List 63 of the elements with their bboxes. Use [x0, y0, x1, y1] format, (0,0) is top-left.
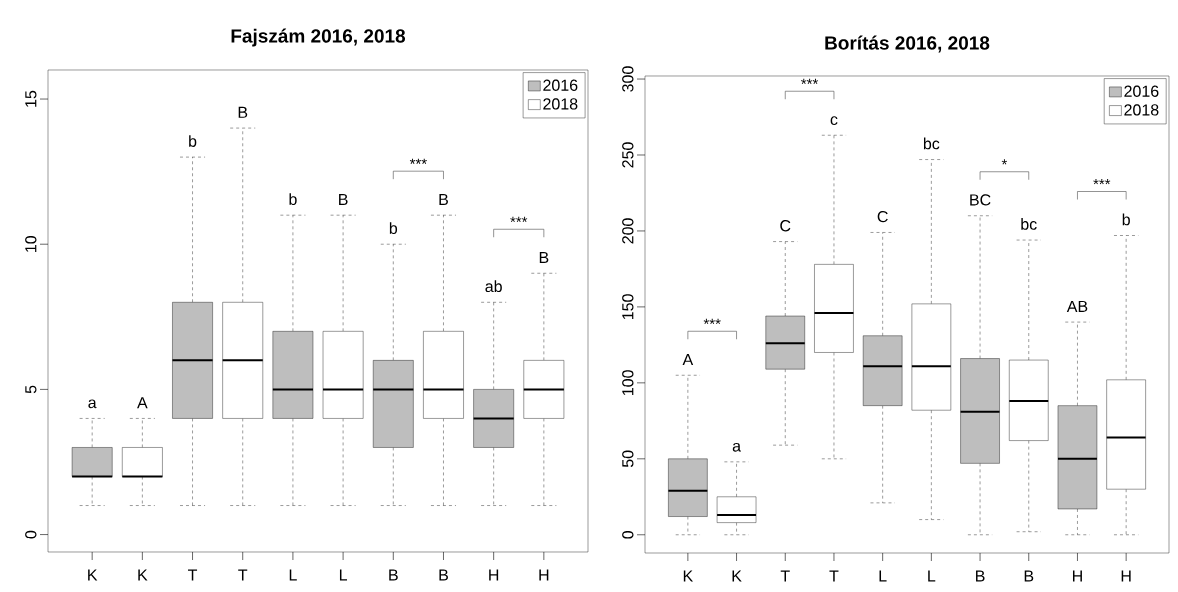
annotation: B	[238, 106, 248, 118]
x-tick-label: H	[489, 569, 499, 581]
annotation: A	[137, 397, 148, 409]
annotation: b	[389, 222, 398, 235]
annotation: AB	[1066, 300, 1088, 312]
annotation: c	[830, 116, 838, 126]
annotation: a	[88, 399, 97, 409]
y-tick-label: 0	[622, 530, 634, 539]
x-tick-label: T	[238, 569, 248, 581]
annotation: ***	[510, 216, 528, 222]
x-tick-label: B	[976, 570, 985, 582]
annotation: a	[732, 442, 741, 452]
chart-title: Fajszám 2016, 2018	[231, 28, 406, 47]
legend-label: 2018	[1124, 104, 1159, 116]
annotation: ***	[1093, 178, 1111, 185]
annotation: B	[539, 252, 549, 264]
x-tick-label: T	[188, 569, 198, 581]
annotation: B	[339, 193, 348, 205]
x-tick-label: H	[1121, 570, 1131, 582]
legend-label: 2016	[543, 79, 578, 91]
y-tick-label: 300	[622, 66, 634, 92]
annotation: C	[780, 220, 791, 232]
annotation: b	[1122, 213, 1130, 226]
annotation: b	[289, 193, 297, 205]
annotation: b	[189, 135, 197, 147]
annotation: A	[682, 354, 694, 366]
x-tick-label: T	[829, 570, 839, 582]
y-tick-label: 0	[25, 530, 37, 539]
y-tick-label: 200	[622, 218, 634, 244]
x-tick-label: K	[138, 569, 148, 581]
x-tick-label: K	[732, 570, 742, 582]
y-tick-label: 5	[25, 385, 37, 394]
y-tick-label: 150	[622, 294, 634, 320]
x-tick-label: L	[339, 569, 348, 581]
x-tick-label: B	[439, 569, 448, 581]
x-tick-label: H	[539, 569, 549, 581]
x-tick-label: K	[88, 569, 98, 581]
annotation: ***	[801, 78, 819, 84]
annotation: ab	[485, 280, 502, 293]
x-tick-label: L	[289, 569, 297, 581]
annotation: bc	[1021, 218, 1037, 230]
x-tick-label: L	[879, 570, 887, 582]
annotation: *	[1001, 159, 1008, 165]
annotation: bc	[923, 137, 940, 150]
annotation: ***	[703, 318, 721, 325]
x-tick-label: B	[389, 569, 398, 581]
x-tick-label: T	[780, 570, 790, 582]
annotation: B	[439, 193, 448, 205]
y-tick-label: 15	[25, 90, 37, 107]
annotation: BC	[970, 194, 991, 206]
annotation: C	[877, 210, 888, 223]
x-tick-label: K	[683, 570, 694, 582]
y-tick-label: 250	[622, 142, 634, 168]
y-tick-label: 50	[622, 450, 634, 468]
chart-title: Borítás 2016, 2018	[825, 35, 990, 53]
legend-label: 2016	[1124, 85, 1159, 97]
y-tick-label: 100	[622, 370, 634, 395]
x-tick-label: L	[928, 570, 936, 582]
y-tick-label: 10	[25, 235, 37, 252]
x-tick-label: H	[1072, 570, 1082, 582]
x-tick-label: B	[1024, 570, 1034, 582]
legend-label: 2018	[543, 98, 578, 110]
annotation: ***	[409, 158, 427, 164]
